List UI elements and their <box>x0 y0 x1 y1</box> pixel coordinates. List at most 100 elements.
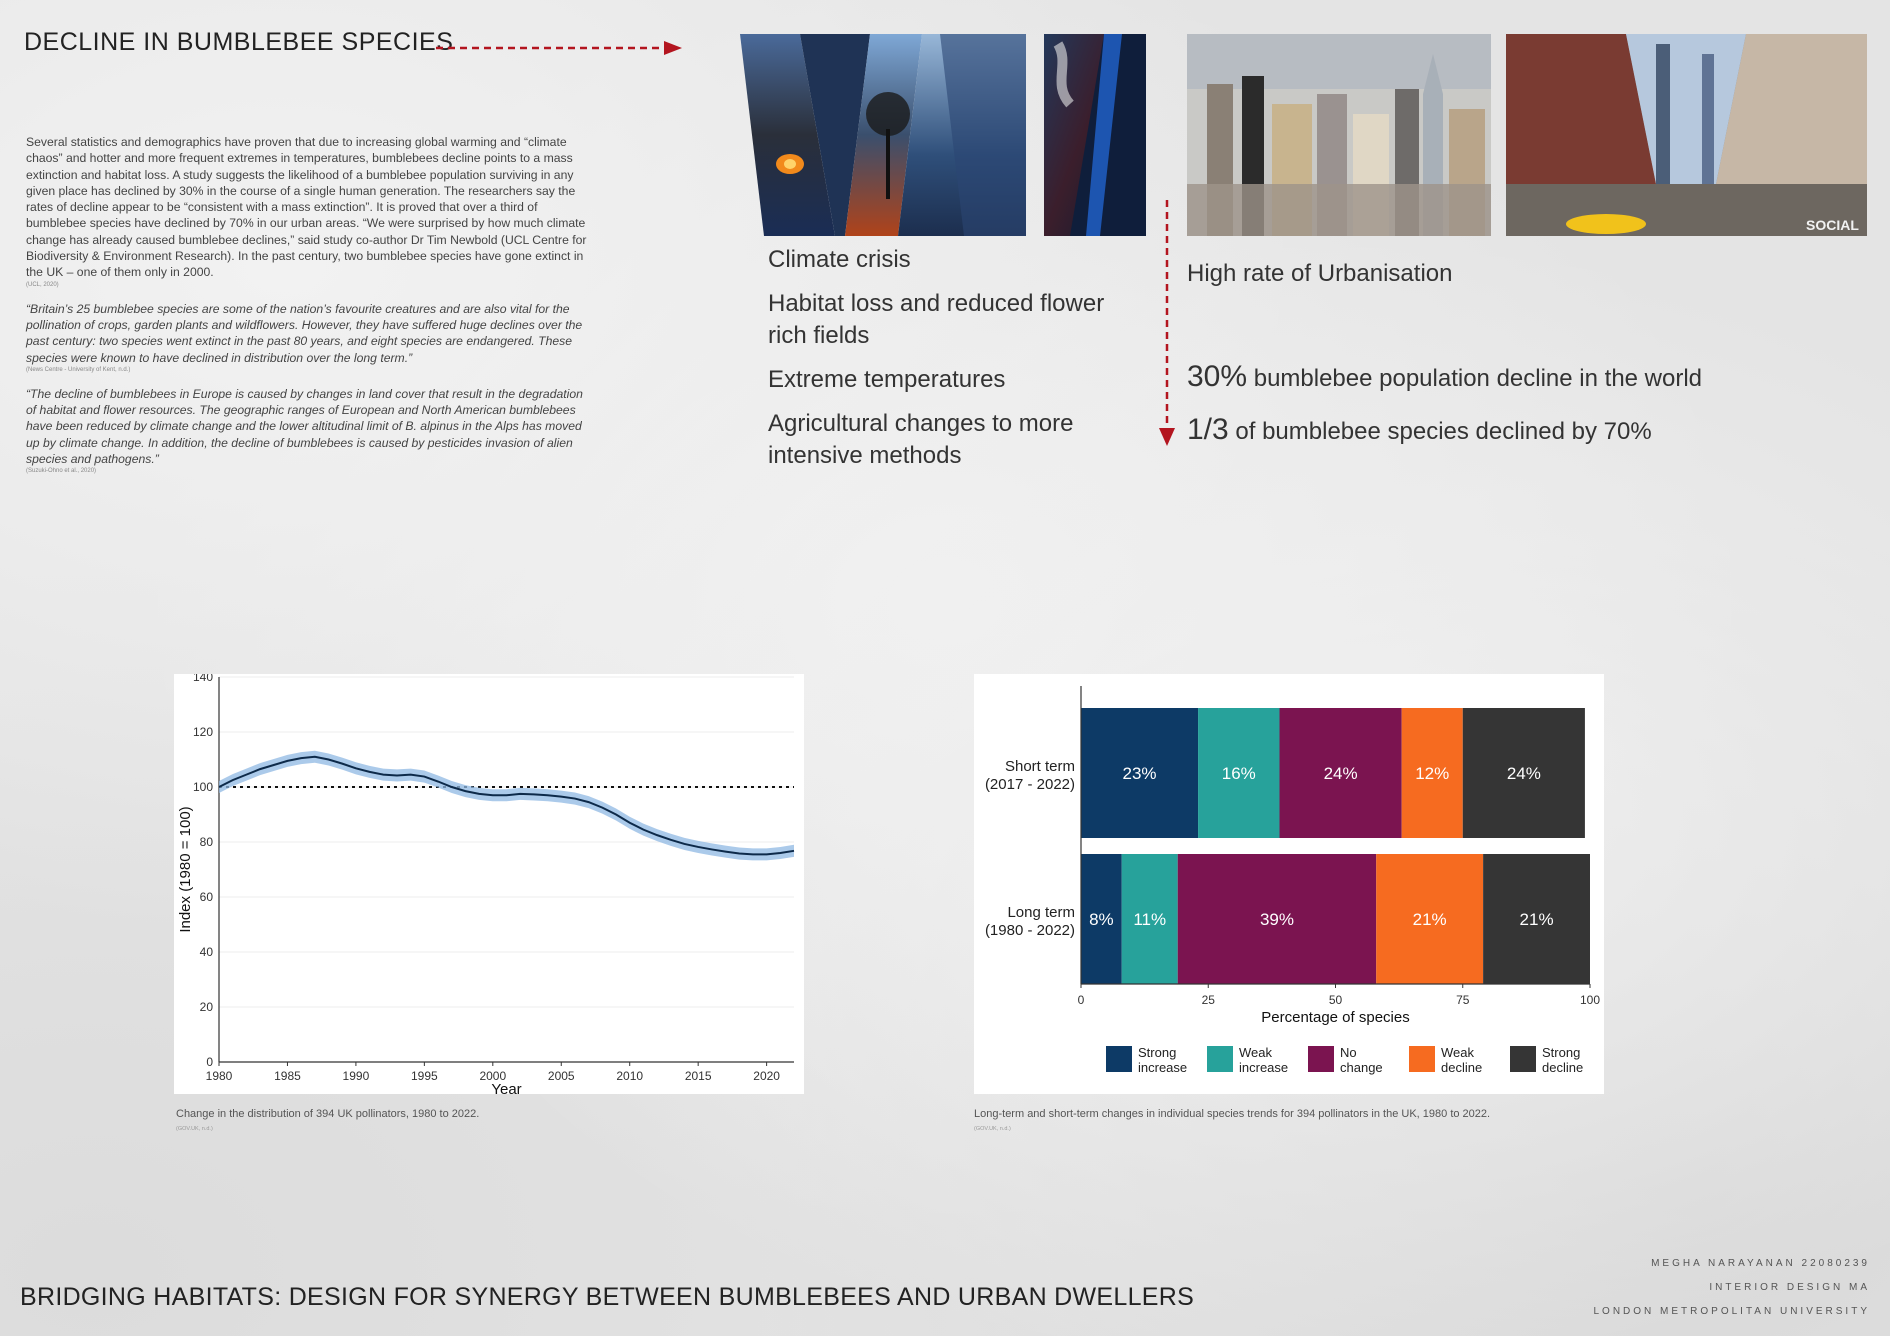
stat-species-decline: 1/3 of bumblebee species declined by 70% <box>1187 413 1652 447</box>
quote-2: “The decline of bumblebees in Europe is … <box>26 386 583 467</box>
bar-segment <box>1462 708 1585 838</box>
x-tick-label: 100 <box>1580 993 1600 1007</box>
bar-segment <box>1198 708 1280 838</box>
credit-author: MEGHA NARAYANAN 22080239 <box>1651 1258 1870 1269</box>
legend-sublabel: change <box>1340 1060 1383 1075</box>
y-tick-label: 100 <box>193 780 213 794</box>
dashed-arrow-down-icon <box>1159 200 1175 446</box>
x-tick-label: 0 <box>1078 993 1085 1007</box>
bar-data-label: 16% <box>1222 764 1256 783</box>
cause-agricultural-changes: Agricultural changes to more intensive m… <box>768 410 1074 469</box>
category-label: Long term <box>1007 904 1075 921</box>
bar-segment <box>1081 854 1122 984</box>
line-chart-caption-cite: (GOV.UK, n.d.) <box>176 1126 213 1132</box>
bar-segment <box>1177 854 1377 984</box>
bar-data-label: 24% <box>1324 764 1358 783</box>
category-sublabel: (1980 - 2022) <box>985 922 1075 939</box>
city-street-photo: SOCIAL <box>1506 34 1867 236</box>
bar-segment <box>1401 708 1463 838</box>
stat-2-text: of bumblebee species declined by 70% <box>1228 418 1652 445</box>
x-tick-label: 2010 <box>616 1069 643 1083</box>
category-label: Short term <box>1005 758 1075 775</box>
y-tick-label: 120 <box>193 725 213 739</box>
category-sublabel: (2017 - 2022) <box>985 776 1075 793</box>
cause-climate-crisis: Climate crisis <box>768 246 911 273</box>
confidence-band <box>219 750 794 861</box>
intro-paragraph: Several statistics and demographics have… <box>26 135 587 280</box>
climate-crisis-photo-collage <box>740 34 1146 236</box>
legend-swatch <box>1510 1046 1536 1072</box>
stat-2-value: 1/3 <box>1187 413 1229 446</box>
legend-swatch <box>1106 1046 1132 1072</box>
bar-data-label: 21% <box>1520 910 1554 929</box>
stat-1-text: bumblebee population decline in the worl… <box>1247 365 1703 392</box>
y-tick-label: 40 <box>200 945 214 959</box>
stat-population-decline: 30% bumblebee population decline in the … <box>1187 360 1702 394</box>
bar-segment <box>1483 854 1590 984</box>
credits: MEGHA NARAYANAN 22080239 INTERIOR DESIGN… <box>1593 1252 1870 1324</box>
bar-segment <box>1279 708 1402 838</box>
bar-data-label: 12% <box>1415 764 1449 783</box>
bar-chart-panel: 23% 16% 24% 12% 24% Short term (2017 - 2022) 8%… <box>974 674 1604 1094</box>
line-chart-panel: 0 20 40 60 80 100 120 140 1980 1985 1990 1995 2000 20… <box>174 670 804 1098</box>
x-axis-label: Percentage of species <box>1261 1009 1409 1026</box>
legend-swatch <box>1409 1046 1435 1072</box>
y-axis-label: Index (1980 = 100) <box>177 806 194 932</box>
x-tick-label: 2015 <box>685 1069 712 1083</box>
x-axis-label: Year <box>491 1081 521 1094</box>
bar-data-label: 24% <box>1507 764 1541 783</box>
y-tick-label: 20 <box>200 1000 214 1014</box>
urbanisation-label: High rate of Urbanisation <box>1187 260 1453 287</box>
quote-1-cite: (News Centre - University of Kent, n.d.) <box>26 366 131 373</box>
quote-2-cite: (Suzuki-Ohno et al., 2020) <box>26 468 97 475</box>
bar-data-label: 8% <box>1089 910 1114 929</box>
index-line <box>218 755 795 856</box>
line-chart-caption: Change in the distribution of 394 UK pol… <box>176 1108 480 1120</box>
x-tick-label: 2020 <box>753 1069 780 1083</box>
bar-data-label: 39% <box>1260 910 1294 929</box>
intro-text: Several statistics and demographics have… <box>26 134 596 475</box>
bar-data-label: 23% <box>1123 764 1157 783</box>
page-title: DECLINE IN BUMBLEBEE SPECIES <box>24 28 454 56</box>
legend-label: Strong <box>1138 1045 1176 1060</box>
bar-segment <box>1081 708 1199 838</box>
cause-extreme-temperatures: Extreme temperatures <box>768 366 1006 393</box>
quote-1: “Britain’s 25 bumblebee species are some… <box>26 301 583 365</box>
x-tick-label: 1980 <box>206 1069 233 1083</box>
x-tick-label: 2000 <box>479 1069 506 1083</box>
credit-course: INTERIOR DESIGN MA <box>1709 1282 1870 1293</box>
credit-university: LONDON METROPOLITAN UNIVERSITY <box>1593 1306 1870 1317</box>
legend-sublabel: decline <box>1542 1060 1583 1075</box>
x-tick-label: 2005 <box>548 1069 575 1083</box>
bar-segment <box>1376 854 1484 984</box>
legend-label: Strong <box>1542 1045 1580 1060</box>
legend-sublabel: increase <box>1138 1060 1187 1075</box>
x-tick-label: 25 <box>1202 993 1216 1007</box>
x-tick-label: 50 <box>1329 993 1343 1007</box>
causes-list: Climate crisis Habitat loss and reduced … <box>768 244 1128 484</box>
photo-watermark: SOCIAL <box>1806 217 1859 233</box>
legend-sublabel: increase <box>1239 1060 1288 1075</box>
bar-segment <box>1121 854 1178 984</box>
bar-chart-caption-cite: (GOV.UK, n.d.) <box>974 1126 1011 1132</box>
intro-cite: (UCL, 2020) <box>26 281 59 288</box>
y-tick-label: 0 <box>206 1055 213 1069</box>
legend-swatch <box>1308 1046 1334 1072</box>
legend-label: Weak <box>1239 1045 1272 1060</box>
x-tick-label: 75 <box>1456 993 1470 1007</box>
x-tick-label: 1990 <box>343 1069 370 1083</box>
bar-chart-caption: Long-term and short-term changes in indi… <box>974 1108 1491 1120</box>
y-tick-label: 60 <box>200 890 214 904</box>
legend-label: No <box>1340 1045 1357 1060</box>
legend-swatch <box>1207 1046 1233 1072</box>
y-tick-label: 140 <box>193 674 213 684</box>
x-tick-label: 1985 <box>274 1069 301 1083</box>
legend-label: Weak <box>1441 1045 1474 1060</box>
x-tick-label: 1995 <box>411 1069 438 1083</box>
cause-habitat-loss: Habitat loss and reduced flower rich fie… <box>768 290 1105 349</box>
dashed-arrow-right-icon <box>436 41 682 55</box>
bar-data-label: 11% <box>1133 910 1166 929</box>
stat-1-value: 30% <box>1187 360 1248 393</box>
city-skyline-photo <box>1187 34 1491 236</box>
bar-data-label: 21% <box>1413 910 1447 929</box>
